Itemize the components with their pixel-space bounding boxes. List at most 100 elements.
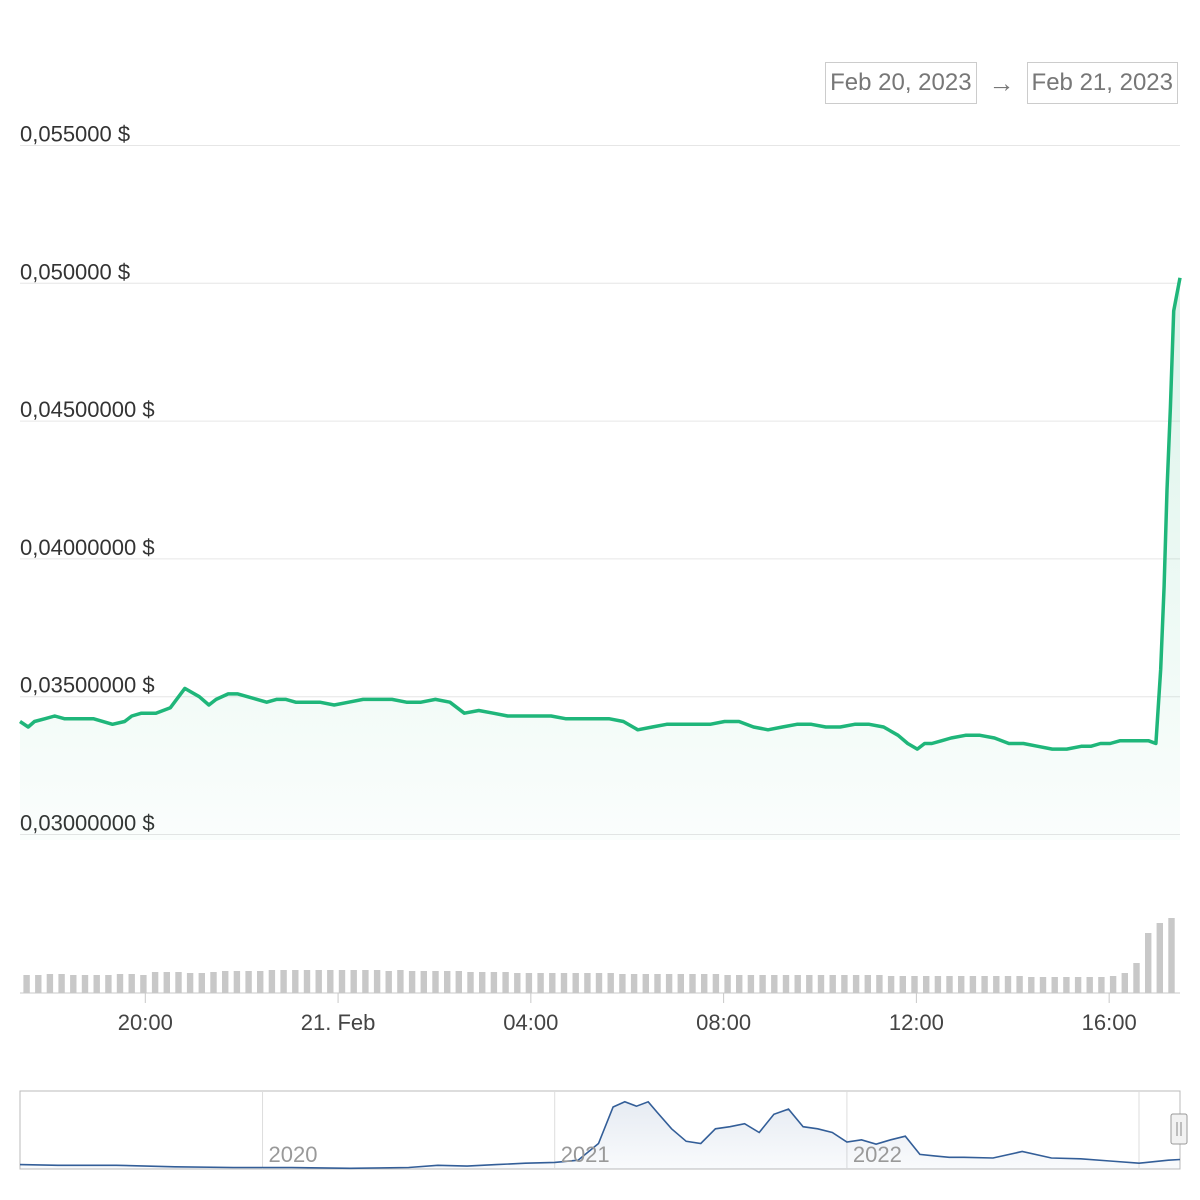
volume-bars xyxy=(23,918,1175,993)
volume-bar-96 xyxy=(1145,933,1152,993)
volume-bar-94 xyxy=(1121,973,1128,993)
volume-bar-50 xyxy=(607,973,614,993)
volume-bar-58 xyxy=(701,974,708,993)
volume-bar-43 xyxy=(525,973,533,993)
volume-bar-37 xyxy=(455,971,462,993)
volume-bar-69 xyxy=(829,975,836,993)
volume-bar-73 xyxy=(876,975,883,993)
volume-bar-24 xyxy=(303,970,311,993)
volume-bar-86 xyxy=(1028,977,1035,993)
volume-bar-83 xyxy=(993,976,1000,993)
y-tick-label-5: 0,055000 $ xyxy=(20,122,130,147)
volume-bar-91 xyxy=(1086,977,1093,993)
volume-bar-44 xyxy=(537,973,544,993)
volume-bar-98 xyxy=(1168,918,1175,993)
y-tick-label-4: 0,050000 $ xyxy=(20,259,130,284)
navigator-labels: 2020 2021 2022 xyxy=(269,1142,902,1167)
volume-bar-59 xyxy=(712,974,720,993)
volume-bar-30 xyxy=(373,970,381,993)
volume-bar-12 xyxy=(163,972,170,993)
volume-bar-17 xyxy=(222,971,229,993)
volume-bar-28 xyxy=(350,970,357,993)
x-tick-label-1: 21. Feb xyxy=(301,1010,376,1035)
navigator-label-0: 2020 xyxy=(269,1142,318,1167)
volume-bar-95 xyxy=(1133,963,1140,993)
volume-bar-93 xyxy=(1109,976,1117,993)
volume-bar-47 xyxy=(572,973,579,993)
volume-bar-68 xyxy=(817,975,825,993)
navigator[interactable]: 2020 2021 2022 xyxy=(19,1090,1188,1170)
volume-bar-20 xyxy=(257,971,264,993)
x-tick-label-3: 08:00 xyxy=(696,1010,751,1035)
volume-bar-7 xyxy=(105,975,112,993)
volume-bar-11 xyxy=(151,972,159,993)
navigator-line xyxy=(19,1100,1181,1170)
volume-bar-27 xyxy=(338,970,346,993)
volume-bar-45 xyxy=(549,973,556,993)
volume-bar-62 xyxy=(747,975,755,993)
volume-bar-46 xyxy=(560,973,568,993)
volume-bar-85 xyxy=(1016,976,1023,993)
volume-bar-0 xyxy=(23,975,30,993)
volume-bar-67 xyxy=(806,975,813,993)
price-line[interactable] xyxy=(19,277,1182,751)
y-tick-label-2: 0,04000000 $ xyxy=(20,535,155,560)
x-tick-label-0: 20:00 xyxy=(118,1010,173,1035)
volume-bar-35 xyxy=(432,971,439,993)
volume-bar-55 xyxy=(665,974,673,993)
volume-bar-6 xyxy=(93,975,100,993)
volume-bar-10 xyxy=(140,975,147,993)
volume-bar-3 xyxy=(58,974,65,993)
date-from-input[interactable]: Feb 20, 2023 xyxy=(825,62,977,104)
date-to-input[interactable]: Feb 21, 2023 xyxy=(1026,62,1178,104)
volume-bar-64 xyxy=(771,975,778,993)
volume-bar-92 xyxy=(1098,977,1105,993)
volume-bar-32 xyxy=(397,970,404,993)
volume-bar-15 xyxy=(198,973,205,993)
volume-bar-56 xyxy=(677,974,684,993)
volume-bar-66 xyxy=(794,975,801,993)
volume-bar-63 xyxy=(759,975,766,993)
volume-bar-72 xyxy=(864,975,871,993)
y-tick-label-3: 0,04500000 $ xyxy=(20,397,155,422)
volume-bar-51 xyxy=(619,974,626,993)
volume-bar-25 xyxy=(315,970,322,993)
volume-bar-5 xyxy=(81,975,89,993)
volume-bar-8 xyxy=(116,974,124,993)
volume-bar-41 xyxy=(502,972,509,993)
volume-bar-22 xyxy=(280,970,287,993)
volume-bar-34 xyxy=(420,971,427,993)
volume-bar-97 xyxy=(1156,923,1163,993)
navigator-label-1: 2021 xyxy=(561,1142,610,1167)
volume-bar-88 xyxy=(1051,977,1058,993)
volume-bar-57 xyxy=(689,974,696,993)
volume-bar-74 xyxy=(887,976,895,993)
volume-bar-61 xyxy=(736,975,743,993)
volume-bar-42 xyxy=(514,973,521,993)
volume-bar-31 xyxy=(385,971,392,993)
volume-bar-54 xyxy=(654,974,661,993)
volume-bar-90 xyxy=(1074,977,1082,993)
volume-bar-36 xyxy=(444,971,451,993)
volume-bar-71 xyxy=(852,975,860,993)
navigator-label-2: 2022 xyxy=(853,1142,902,1167)
y-tick-label-1: 0,03500000 $ xyxy=(20,673,155,698)
volume-bar-77 xyxy=(923,976,930,993)
volume-bar-53 xyxy=(642,974,649,993)
volume-bar-81 xyxy=(969,976,977,993)
volume-bar-2 xyxy=(46,974,54,993)
x-axis-labels: 20:00 21. Feb 04:00 08:00 12:00 16:00 xyxy=(118,993,1137,1035)
volume-bar-60 xyxy=(724,975,731,993)
price-area-fill xyxy=(20,277,1180,840)
navigator-area xyxy=(20,1101,1180,1169)
navigator-handle[interactable] xyxy=(1170,1113,1188,1145)
volume-bar-29 xyxy=(362,970,369,993)
volume-bar-14 xyxy=(186,973,194,993)
volume-bar-18 xyxy=(233,971,241,993)
date-range-arrow: → xyxy=(988,67,1015,98)
volume-bar-79 xyxy=(946,976,953,993)
volume-bar-80 xyxy=(958,976,965,993)
x-tick-label-5: 16:00 xyxy=(1082,1010,1137,1035)
volume-bar-9 xyxy=(128,974,135,993)
